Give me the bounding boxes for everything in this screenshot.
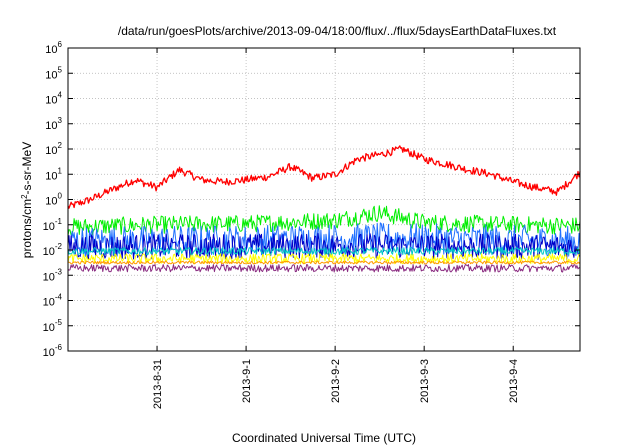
- x-tick-label: 2013-9-2: [330, 359, 342, 403]
- y-axis-label-superscript: 2: [20, 194, 29, 199]
- y-tick-label: 104: [45, 91, 62, 107]
- y-tick-label-base: 10: [43, 347, 55, 359]
- y-tick-label: 10-4: [43, 293, 63, 309]
- y-tick-label-base: 10: [43, 246, 55, 258]
- y-tick-label-base: 10: [45, 170, 57, 182]
- y-tick-label-base: 10: [45, 69, 57, 81]
- x-tick-label: 2013-9-1: [241, 359, 253, 403]
- y-tick-label-base: 10: [45, 44, 57, 56]
- y-tick-label: 106: [45, 40, 62, 56]
- series-line-2: [67, 205, 581, 236]
- y-tick-label-exponent: 3: [58, 116, 63, 125]
- chart-title: /data/run/goesPlots/archive/2013-09-04/1…: [118, 24, 557, 38]
- y-tick-label-exponent: -1: [55, 217, 63, 226]
- y-tick-label-base: 10: [45, 120, 57, 132]
- series-line-8: [67, 264, 581, 273]
- y-tick-label: 10-1: [43, 217, 63, 233]
- y-tick-label-exponent: -3: [55, 267, 63, 276]
- y-tick-label-base: 10: [45, 196, 57, 208]
- y-tick-label-base: 10: [43, 297, 55, 309]
- series-line-6: [67, 253, 581, 265]
- y-tick-label-exponent: -5: [55, 318, 63, 327]
- y-tick-label-exponent: -6: [55, 343, 63, 352]
- y-tick-label-base: 10: [43, 221, 55, 233]
- y-tick-label-base: 10: [45, 95, 57, 107]
- y-tick-label: 102: [45, 141, 62, 157]
- x-axis-label: Coordinated Universal Time (UTC): [232, 431, 416, 445]
- grid: [68, 47, 580, 352]
- y-tick-label-base: 10: [43, 271, 55, 283]
- axes: 10610510410310210110010-110-210-310-410-…: [43, 40, 580, 409]
- y-tick-label: 103: [45, 116, 62, 132]
- y-tick-label-base: 10: [45, 145, 57, 157]
- y-tick-label-exponent: -4: [55, 293, 63, 302]
- y-tick-label-exponent: 2: [58, 141, 63, 150]
- y-tick-label: 105: [45, 65, 62, 81]
- series-line-5: [67, 246, 581, 256]
- x-tick-label: 2013-9-3: [419, 359, 431, 403]
- x-tick-label: 2013-9-4: [508, 359, 520, 403]
- y-tick-label: 10-6: [43, 343, 63, 359]
- series-line-4: [67, 232, 581, 260]
- y-tick-label-exponent: -2: [55, 242, 63, 251]
- y-tick-label: 10-3: [43, 267, 63, 283]
- y-tick-label: 100: [45, 192, 62, 208]
- y-tick-label: 10-5: [43, 318, 63, 334]
- y-tick-label-base: 10: [43, 322, 55, 334]
- y-tick-label-exponent: 5: [58, 65, 63, 74]
- y-tick-label-exponent: 6: [58, 40, 63, 49]
- y-tick-label-exponent: 4: [58, 91, 63, 100]
- y-axis-label: protons/cm2-s-sr-MeV: [20, 142, 35, 258]
- y-tick-label: 101: [45, 166, 62, 182]
- series-line-7: [67, 260, 581, 265]
- y-tick-label-exponent: 0: [58, 192, 63, 201]
- y-tick-label-exponent: 1: [58, 166, 63, 175]
- x-tick-label: 2013-8-31: [152, 359, 164, 409]
- y-tick-label: 10-2: [43, 242, 63, 258]
- series-line-1: [67, 145, 581, 209]
- data-series: [67, 145, 581, 273]
